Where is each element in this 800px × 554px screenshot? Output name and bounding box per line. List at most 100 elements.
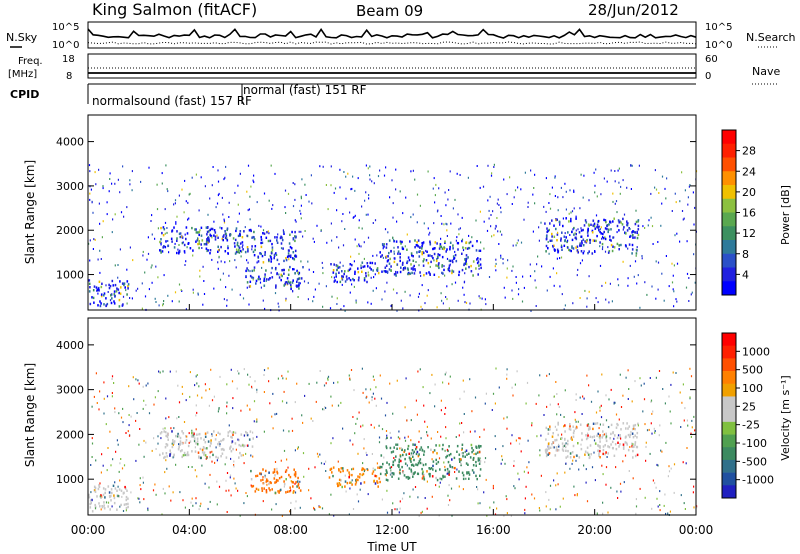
- echo-cell: [559, 505, 561, 508]
- echo-cell: [599, 435, 602, 438]
- echo-cell: [278, 305, 280, 308]
- echo-cell: [604, 452, 606, 456]
- echo-cell: [275, 480, 278, 484]
- echo-cell: [178, 416, 180, 418]
- echo-cell: [378, 424, 380, 427]
- echo-cell: [295, 481, 297, 484]
- echo-cell: [608, 228, 610, 231]
- echo-cell: [412, 452, 415, 455]
- echo-cell: [276, 236, 278, 239]
- echo-cell: [237, 184, 239, 187]
- echo-cell: [398, 463, 400, 467]
- echo-cell: [443, 246, 445, 249]
- echo-cell: [113, 382, 115, 384]
- echo-cell: [201, 396, 203, 399]
- echo-cell: [517, 472, 519, 475]
- echo-cell: [490, 225, 492, 228]
- echo-cell: [454, 471, 456, 473]
- echo-cell: [597, 226, 599, 229]
- echo-cell: [655, 376, 657, 379]
- echo-cell: [353, 389, 355, 392]
- echo-cell: [547, 432, 550, 435]
- echo-cell: [648, 219, 650, 222]
- echo-cell: [431, 255, 433, 258]
- echo-cell: [109, 299, 112, 302]
- echo-cell: [240, 454, 243, 457]
- echo-cell: [304, 183, 306, 186]
- echo-cell: [582, 244, 585, 247]
- echo-cell: [564, 239, 566, 243]
- echo-cell: [681, 401, 683, 404]
- echo-cell: [117, 485, 119, 488]
- echo-cell: [147, 507, 149, 510]
- echo-cell: [597, 444, 599, 447]
- echo-cell: [211, 227, 214, 231]
- echo-cell: [437, 253, 439, 256]
- echo-cell: [285, 281, 288, 284]
- echo-cell: [541, 265, 543, 268]
- echo-cell: [410, 419, 412, 422]
- echo-cell: [295, 235, 297, 238]
- echo-cell: [253, 269, 255, 272]
- echo-cell: [91, 405, 93, 408]
- echo-cell: [246, 259, 248, 262]
- echo-cell: [235, 448, 237, 451]
- echo-cell: [409, 272, 412, 275]
- echo-cell: [199, 269, 201, 272]
- echo-cell: [652, 410, 654, 413]
- echo-cell: [352, 216, 354, 219]
- echo-cell: [591, 231, 594, 234]
- echo-cell: [435, 462, 438, 465]
- echo-cell: [417, 462, 420, 465]
- echo-cell: [290, 287, 292, 291]
- echo-cell: [690, 375, 693, 378]
- echo-cell: [651, 507, 653, 510]
- echo-cell: [553, 248, 556, 251]
- echo-cell: [143, 399, 145, 402]
- echo-cell: [659, 504, 661, 506]
- echo-cell: [581, 242, 583, 245]
- echo-cell: [195, 497, 197, 500]
- echo-cell: [635, 248, 638, 252]
- echo-cell: [478, 249, 481, 252]
- echo-cell: [473, 471, 475, 474]
- echo-cell: [176, 230, 178, 233]
- echo-cell: [176, 237, 178, 240]
- echo-cell: [384, 290, 386, 293]
- echo-cell: [274, 292, 277, 295]
- echo-cell: [90, 501, 92, 505]
- echo-cell: [99, 271, 101, 274]
- echo-cell: [110, 294, 112, 297]
- echo-cell: [253, 254, 256, 257]
- echo-cell: [557, 196, 559, 199]
- echo-cell: [312, 271, 315, 273]
- echo-cell: [359, 473, 361, 476]
- echo-cell: [255, 474, 257, 478]
- echo-cell: [413, 458, 415, 462]
- echo-cell: [669, 510, 671, 513]
- echo-cell: [601, 284, 603, 287]
- echo-cell: [119, 191, 121, 194]
- echo-cell: [367, 493, 369, 496]
- echo-cell: [249, 280, 252, 283]
- echo-cell: [276, 258, 279, 262]
- echo-cell: [636, 445, 639, 449]
- echo-cell: [127, 283, 130, 286]
- echo-cell: [567, 246, 569, 249]
- echo-cell: [281, 514, 283, 517]
- colorbar-swatch: [722, 212, 736, 227]
- echo-cell: [238, 372, 240, 375]
- echo-cell: [111, 375, 114, 378]
- echo-cell: [167, 294, 169, 297]
- echo-cell: [563, 235, 566, 238]
- echo-cell: [465, 254, 468, 257]
- echo-cell: [610, 423, 613, 427]
- echo-cell: [89, 499, 92, 502]
- echo-cell: [106, 469, 108, 472]
- echo-cell: [376, 267, 379, 270]
- echo-cell: [310, 497, 312, 500]
- echo-cell: [105, 304, 108, 307]
- echo-cell: [274, 172, 276, 175]
- echo-cell: [500, 206, 502, 209]
- echo-cell: [579, 423, 582, 426]
